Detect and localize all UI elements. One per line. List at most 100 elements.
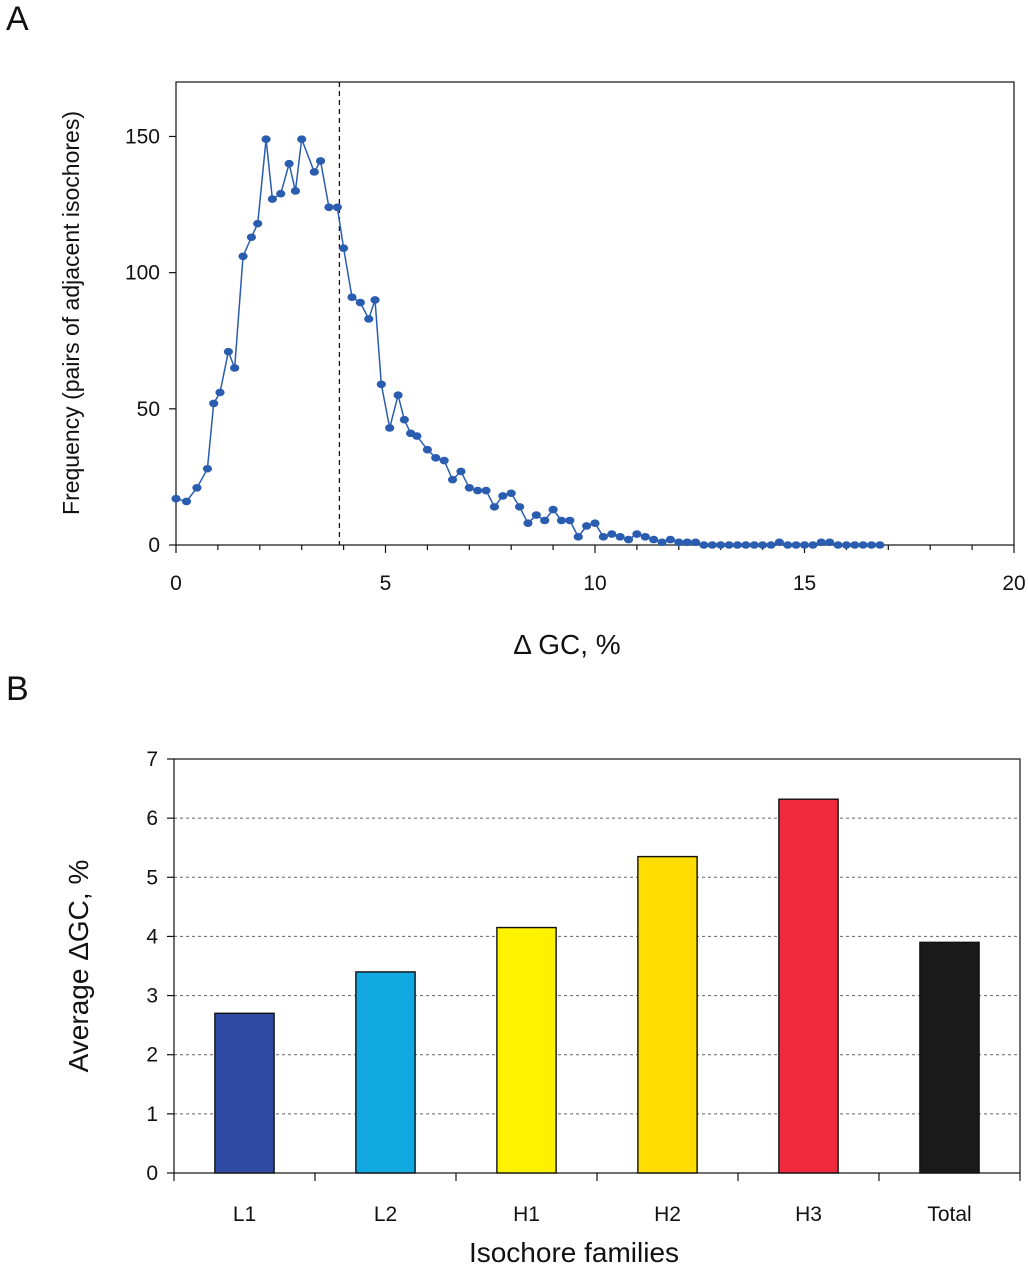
- data-point: [657, 538, 667, 547]
- data-point: [556, 516, 567, 525]
- x-tick-label: 5: [380, 572, 392, 595]
- x-tick-label: 10: [583, 572, 606, 595]
- y-tick-label: 0: [146, 1162, 158, 1185]
- data-point: [489, 503, 500, 511]
- data-point: [590, 519, 600, 528]
- category-label: L1: [233, 1203, 256, 1226]
- data-point: [540, 516, 550, 525]
- data-point: [732, 541, 743, 549]
- y-tick-labels: 0 1 2 3 4 5 6 7: [146, 748, 158, 1185]
- data-point: [699, 541, 709, 549]
- frequency-line-chart: 0 5 10 15 20 0 50 100 150 Δ GC, % Frequency (pa…: [58, 81, 1026, 660]
- data-point: [481, 486, 491, 495]
- data-point: [598, 533, 608, 541]
- data-point: [355, 298, 365, 307]
- x-tick-label: 0: [170, 572, 182, 595]
- y-tick-label: 2: [146, 1044, 158, 1067]
- data-point: [783, 541, 793, 549]
- data-point: [866, 541, 877, 549]
- average-gc-bar-chart: L1 L2 H1 H2 H3 Total 0 1 2 3 4 5 6 7 Isochore famili…: [63, 748, 1021, 1268]
- data-point: [332, 203, 342, 212]
- data-point: [573, 533, 583, 541]
- data-point: [514, 503, 525, 511]
- panel-a-letter: A: [6, 0, 29, 38]
- data-point: [531, 511, 541, 519]
- data-point: [506, 489, 516, 498]
- data-point: [276, 189, 286, 198]
- y-tick-label: 6: [146, 807, 158, 830]
- y-axis-title: Frequency (pairs of adjacent isochores): [58, 111, 84, 515]
- bars: [214, 798, 980, 1174]
- y-tick-label: 1: [146, 1103, 158, 1126]
- data-point: [290, 187, 301, 195]
- data-point: [297, 135, 307, 143]
- frequency-series-line: [175, 138, 880, 546]
- data-point: [690, 538, 701, 547]
- data-point: [791, 541, 801, 549]
- data-point: [261, 135, 271, 143]
- data-point: [582, 522, 592, 530]
- data-point: [816, 538, 826, 547]
- bar-h1: [496, 926, 557, 1174]
- data-point: [309, 168, 319, 176]
- bar-total: [919, 941, 980, 1174]
- plot-area-frame: [175, 81, 1015, 546]
- y-tick-label: 150: [125, 125, 160, 148]
- data-point: [171, 494, 181, 503]
- data-point: [473, 486, 483, 495]
- y-tick-label: 100: [125, 262, 160, 285]
- y-tick-label: 4: [146, 925, 158, 948]
- data-point: [230, 364, 240, 372]
- data-point: [498, 492, 508, 500]
- data-point: [825, 538, 835, 547]
- data-point: [724, 541, 734, 549]
- x-tick-labels: 0 5 10 15 20: [170, 572, 1026, 595]
- data-point: [632, 530, 642, 538]
- y-tick-labels: 0 50 100 150: [125, 125, 160, 557]
- data-point: [385, 424, 395, 432]
- data-point: [439, 456, 449, 465]
- x-axis-title: Isochore families: [469, 1237, 679, 1268]
- data-point: [399, 415, 409, 424]
- bar-l2: [355, 971, 416, 1174]
- data-point: [370, 296, 380, 304]
- plot-area-frame: [173, 758, 1021, 1174]
- y-tick-label: 0: [148, 534, 160, 557]
- y-tick-label: 5: [146, 866, 158, 889]
- data-point: [640, 533, 650, 541]
- data-point: [246, 233, 257, 242]
- data-point: [253, 219, 263, 228]
- y-tick-label: 50: [137, 398, 160, 421]
- x-axis-title: Δ GC, %: [513, 629, 620, 660]
- data-point: [215, 388, 225, 397]
- data-point: [364, 315, 374, 323]
- y-tick-label: 7: [146, 748, 158, 771]
- data-point: [339, 244, 349, 252]
- data-point: [324, 203, 334, 212]
- data-point: [192, 484, 202, 492]
- x-tick-label: 15: [793, 572, 816, 595]
- data-point: [284, 159, 294, 168]
- category-label: H3: [795, 1203, 822, 1226]
- bar-h3: [778, 798, 839, 1174]
- data-point: [393, 391, 403, 400]
- data-point: [607, 530, 617, 538]
- data-point: [523, 519, 533, 528]
- bar-h2: [637, 855, 698, 1174]
- data-point: [181, 497, 192, 506]
- data-point: [209, 399, 219, 408]
- data-point: [649, 535, 659, 544]
- data-point: [202, 464, 213, 473]
- y-tick-label: 3: [146, 985, 158, 1008]
- data-point: [315, 157, 326, 165]
- category-labels: L1 L2 H1 H2 H3 Total: [233, 1203, 972, 1226]
- panel-b-letter: B: [6, 670, 29, 708]
- category-label: H2: [654, 1203, 681, 1226]
- data-point: [749, 541, 759, 549]
- data-point: [431, 454, 441, 462]
- data-point: [774, 538, 784, 547]
- data-point: [412, 432, 422, 440]
- data-point: [456, 467, 466, 476]
- horizontal-gridlines: [174, 817, 1020, 1115]
- data-point: [716, 541, 726, 549]
